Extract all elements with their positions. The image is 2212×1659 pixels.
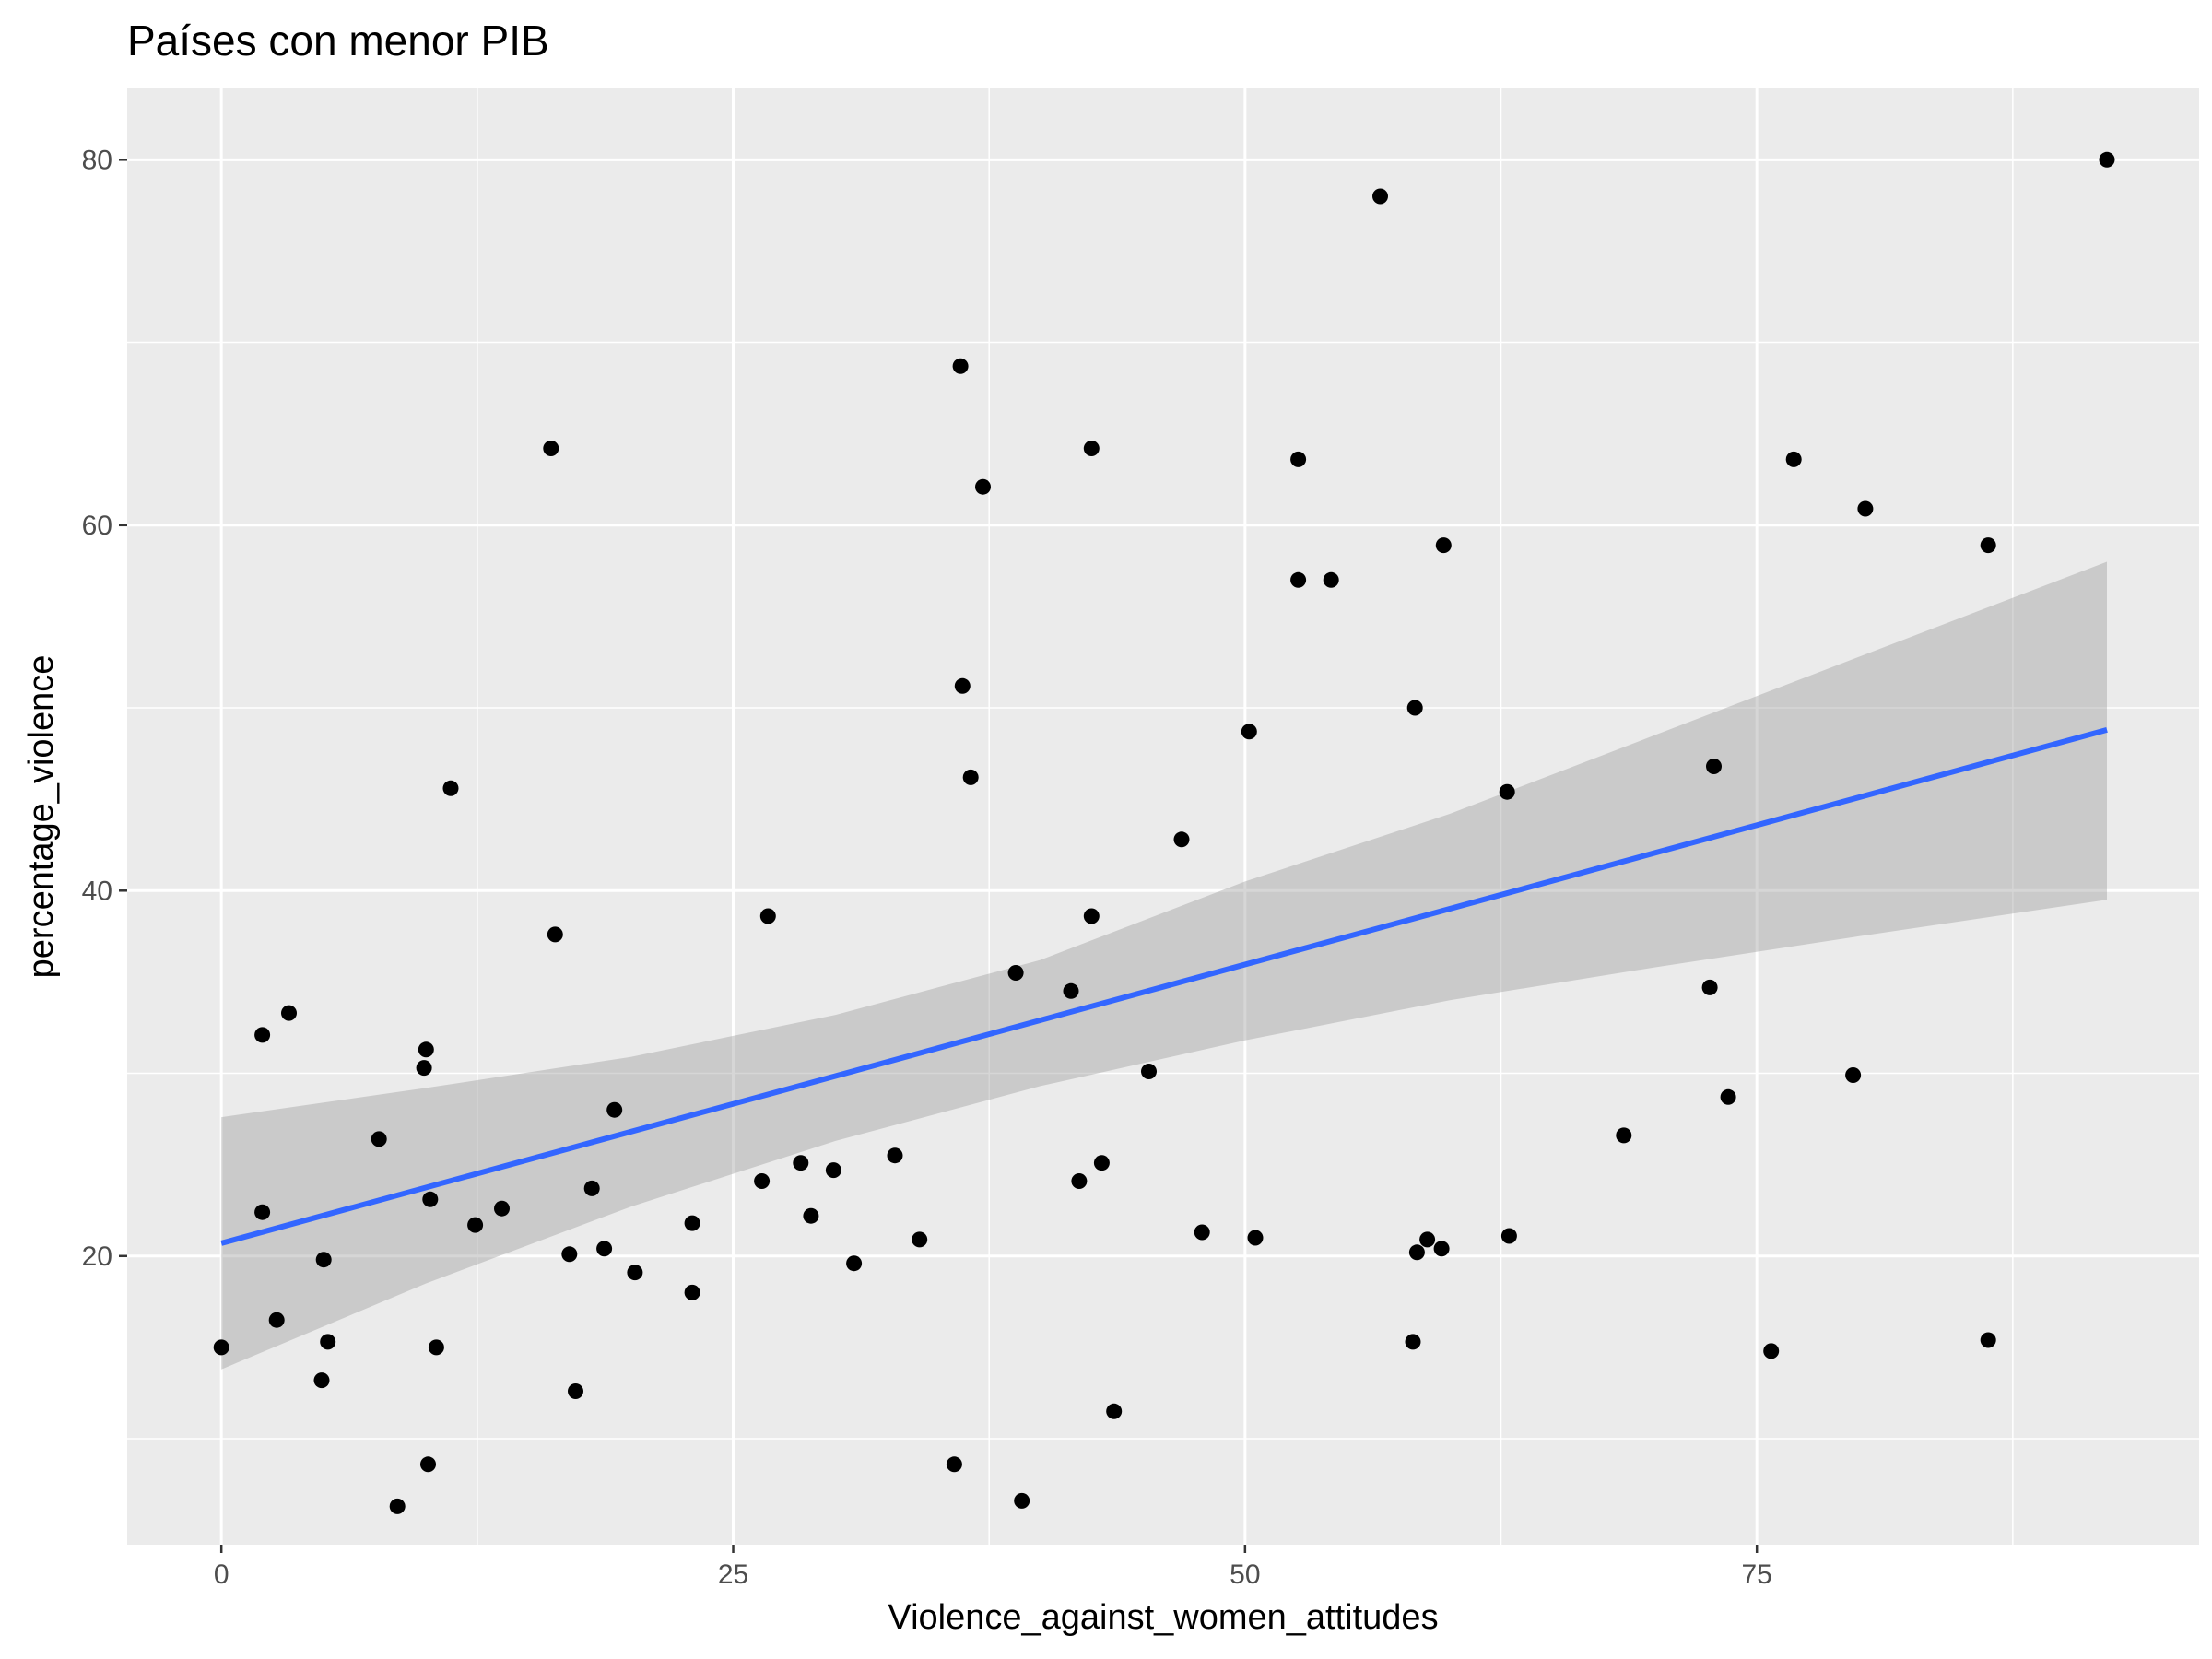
data-point bbox=[547, 926, 563, 943]
data-point bbox=[1083, 441, 1100, 456]
data-point bbox=[1499, 783, 1515, 800]
x-axis-title: Violence_against_women_attitudes bbox=[888, 1598, 1438, 1637]
data-point bbox=[1141, 1064, 1157, 1079]
data-point bbox=[315, 1252, 332, 1268]
data-point bbox=[268, 1312, 285, 1328]
data-point bbox=[1290, 571, 1307, 588]
x-axis: 0 25 50 75 bbox=[214, 1545, 1772, 1590]
data-point bbox=[254, 1027, 271, 1043]
data-point bbox=[1845, 1067, 1862, 1083]
y-axis: 20 40 60 80 bbox=[82, 145, 127, 1272]
chart-title: Países con menor PIB bbox=[127, 17, 549, 65]
data-point bbox=[825, 1162, 841, 1179]
data-point bbox=[1083, 908, 1100, 924]
data-point bbox=[320, 1334, 336, 1350]
data-point bbox=[1408, 1244, 1425, 1261]
data-point bbox=[1372, 188, 1388, 205]
data-point bbox=[1785, 451, 1802, 467]
data-point bbox=[1406, 700, 1423, 716]
data-point bbox=[213, 1339, 229, 1356]
y-tick-label: 80 bbox=[82, 145, 112, 175]
data-point bbox=[1173, 831, 1190, 848]
data-point bbox=[759, 908, 776, 924]
data-point bbox=[793, 1155, 809, 1171]
data-point bbox=[912, 1231, 928, 1248]
data-point bbox=[2099, 151, 2115, 168]
data-point bbox=[1106, 1403, 1123, 1419]
data-point bbox=[887, 1147, 903, 1164]
data-point bbox=[1323, 571, 1339, 588]
data-point bbox=[1194, 1224, 1210, 1241]
y-axis-title: percentage_violence bbox=[22, 655, 61, 979]
data-point bbox=[422, 1191, 439, 1207]
data-point bbox=[1763, 1343, 1780, 1359]
data-point bbox=[1706, 759, 1722, 774]
plot-panel bbox=[127, 88, 2199, 1545]
data-point bbox=[1071, 1173, 1088, 1189]
data-point bbox=[962, 769, 979, 785]
data-point bbox=[1857, 500, 1874, 517]
data-point bbox=[596, 1241, 613, 1257]
x-tick-label: 0 bbox=[214, 1559, 229, 1590]
data-point bbox=[946, 1456, 962, 1473]
data-point bbox=[313, 1372, 330, 1389]
data-points bbox=[213, 151, 2115, 1514]
data-point bbox=[1093, 1155, 1110, 1171]
data-point bbox=[568, 1383, 583, 1399]
data-point bbox=[1063, 982, 1079, 999]
data-point bbox=[1433, 1241, 1450, 1257]
data-point bbox=[684, 1284, 700, 1300]
y-tick-label: 60 bbox=[82, 511, 112, 541]
data-point bbox=[606, 1101, 623, 1118]
data-point bbox=[442, 780, 459, 796]
data-point bbox=[420, 1456, 436, 1473]
data-point bbox=[952, 358, 969, 374]
x-tick-label: 75 bbox=[1742, 1559, 1772, 1590]
data-point bbox=[1247, 1230, 1264, 1246]
data-point bbox=[428, 1339, 444, 1356]
data-point bbox=[803, 1207, 819, 1224]
data-point bbox=[1720, 1088, 1736, 1105]
y-tick-label: 20 bbox=[82, 1241, 112, 1272]
data-point bbox=[1500, 1228, 1517, 1244]
data-point bbox=[627, 1265, 643, 1281]
data-point bbox=[543, 441, 559, 456]
data-point bbox=[416, 1060, 432, 1077]
y-tick-label: 40 bbox=[82, 876, 112, 906]
data-point bbox=[281, 1005, 297, 1021]
data-point bbox=[1290, 451, 1307, 467]
data-point bbox=[954, 677, 971, 694]
data-point bbox=[1435, 537, 1452, 554]
data-point bbox=[975, 478, 991, 495]
data-point bbox=[418, 1041, 434, 1058]
major-gridlines bbox=[127, 88, 2199, 1545]
data-point bbox=[1419, 1231, 1436, 1248]
data-point bbox=[389, 1498, 406, 1514]
data-point bbox=[467, 1217, 484, 1233]
confidence-band bbox=[221, 561, 2108, 1370]
data-point bbox=[684, 1215, 700, 1231]
data-point bbox=[1405, 1334, 1421, 1350]
data-point bbox=[1980, 537, 1996, 554]
data-point bbox=[371, 1131, 387, 1147]
x-tick-label: 25 bbox=[718, 1559, 748, 1590]
data-point bbox=[1241, 724, 1257, 740]
data-point bbox=[754, 1173, 771, 1189]
data-point bbox=[561, 1246, 578, 1263]
data-point bbox=[583, 1180, 600, 1196]
data-point bbox=[1980, 1332, 1996, 1348]
data-point bbox=[1701, 979, 1718, 995]
data-point bbox=[1007, 965, 1024, 981]
data-point bbox=[846, 1255, 863, 1272]
x-tick-label: 50 bbox=[1230, 1559, 1260, 1590]
data-point bbox=[494, 1200, 510, 1217]
data-point bbox=[254, 1204, 271, 1220]
regression-line bbox=[220, 726, 2108, 1246]
data-point bbox=[1014, 1492, 1030, 1509]
data-point bbox=[1616, 1127, 1632, 1144]
